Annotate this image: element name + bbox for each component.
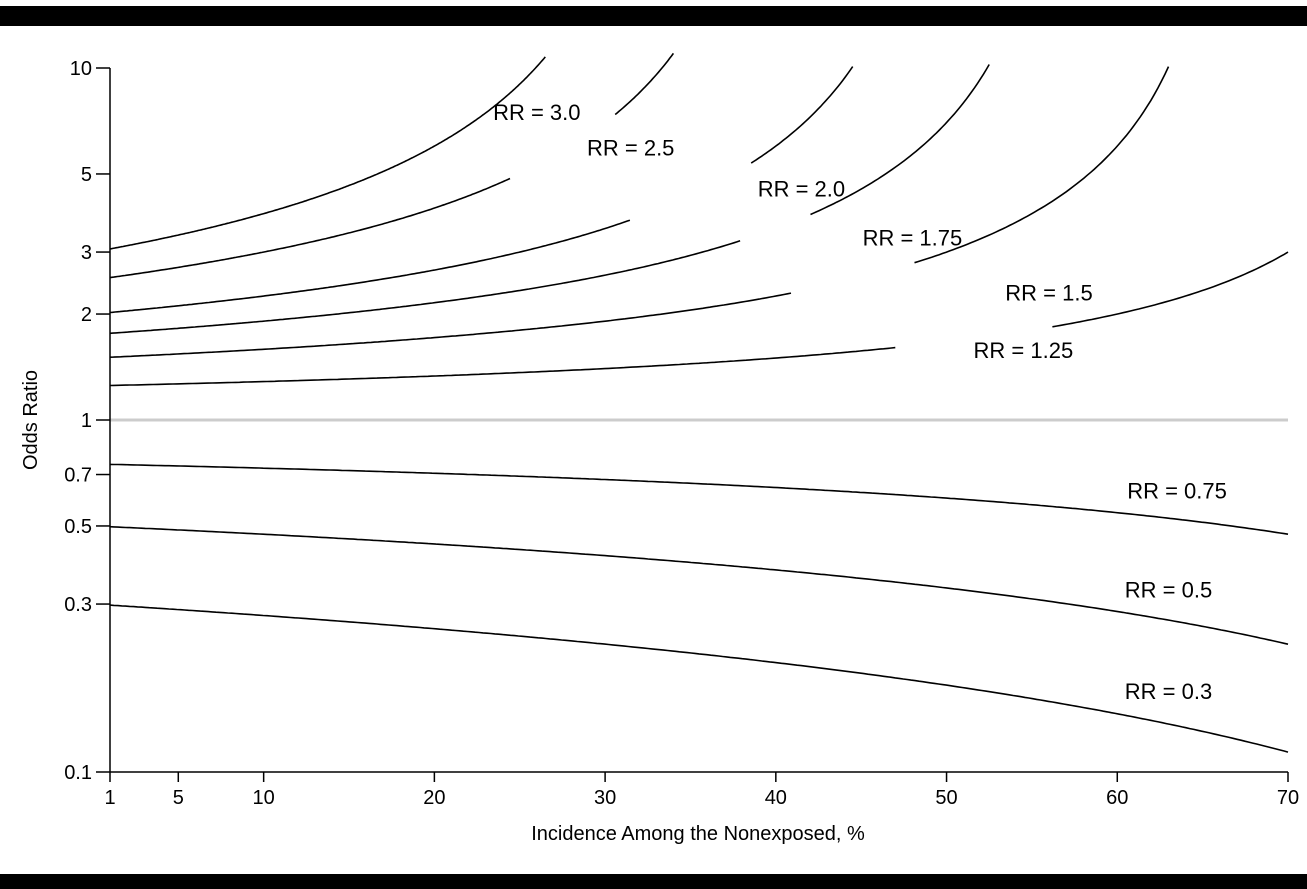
- x-tick-label: 50: [935, 787, 957, 809]
- x-axis-title: Incidence Among the Nonexposed, %: [531, 823, 865, 845]
- x-tick-label: 10: [253, 787, 275, 809]
- curve-label: RR = 1.25: [974, 338, 1074, 363]
- y-tick-label: 2: [81, 304, 92, 326]
- x-tick-label: 70: [1277, 787, 1299, 809]
- x-tick-label: 1: [104, 787, 115, 809]
- curve-label: RR = 2.0: [758, 176, 845, 201]
- x-tick-label: 40: [765, 787, 787, 809]
- curve-label: RR = 1.5: [1005, 281, 1092, 306]
- curve-rr-1-5: [109, 66, 1170, 358]
- y-tick-label: 0.1: [64, 762, 92, 784]
- y-tick-label: 0.3: [64, 594, 92, 616]
- curve-label: RR = 2.5: [587, 135, 674, 160]
- curve-rr-0-3: [109, 604, 1289, 753]
- x-tick-label: 30: [594, 787, 616, 809]
- curve-rr-1-25: [109, 251, 1289, 387]
- top-border-bar: [0, 6, 1307, 26]
- curve-rr-0-75: [109, 463, 1289, 535]
- curve-rr-3: [109, 56, 546, 250]
- y-tick-label: 0.5: [64, 516, 92, 538]
- curve-label: RR = 3.0: [493, 100, 580, 125]
- curve-rr-1-75: [109, 64, 990, 335]
- curve-label: RR = 0.75: [1127, 479, 1227, 504]
- curve-rr-2: [109, 66, 854, 314]
- curve-label: RR = 0.3: [1125, 679, 1212, 704]
- y-tick-label: 1: [81, 410, 92, 432]
- x-tick-label: 60: [1106, 787, 1128, 809]
- curve-rr-0-5: [109, 525, 1289, 645]
- y-tick-label: 3: [81, 242, 92, 264]
- y-tick-label: 0.7: [64, 465, 92, 487]
- y-tick-label: 5: [81, 164, 92, 186]
- curve-rr-2-5: [109, 52, 675, 279]
- x-tick-label: 20: [423, 787, 445, 809]
- curve-label: RR = 1.75: [863, 225, 963, 250]
- bottom-border-bar: [0, 874, 1307, 889]
- y-tick-label: 10: [70, 58, 92, 80]
- curve-label: RR = 0.5: [1125, 577, 1212, 602]
- x-tick-label: 5: [173, 787, 184, 809]
- y-axis-title: Odds Ratio: [20, 370, 42, 470]
